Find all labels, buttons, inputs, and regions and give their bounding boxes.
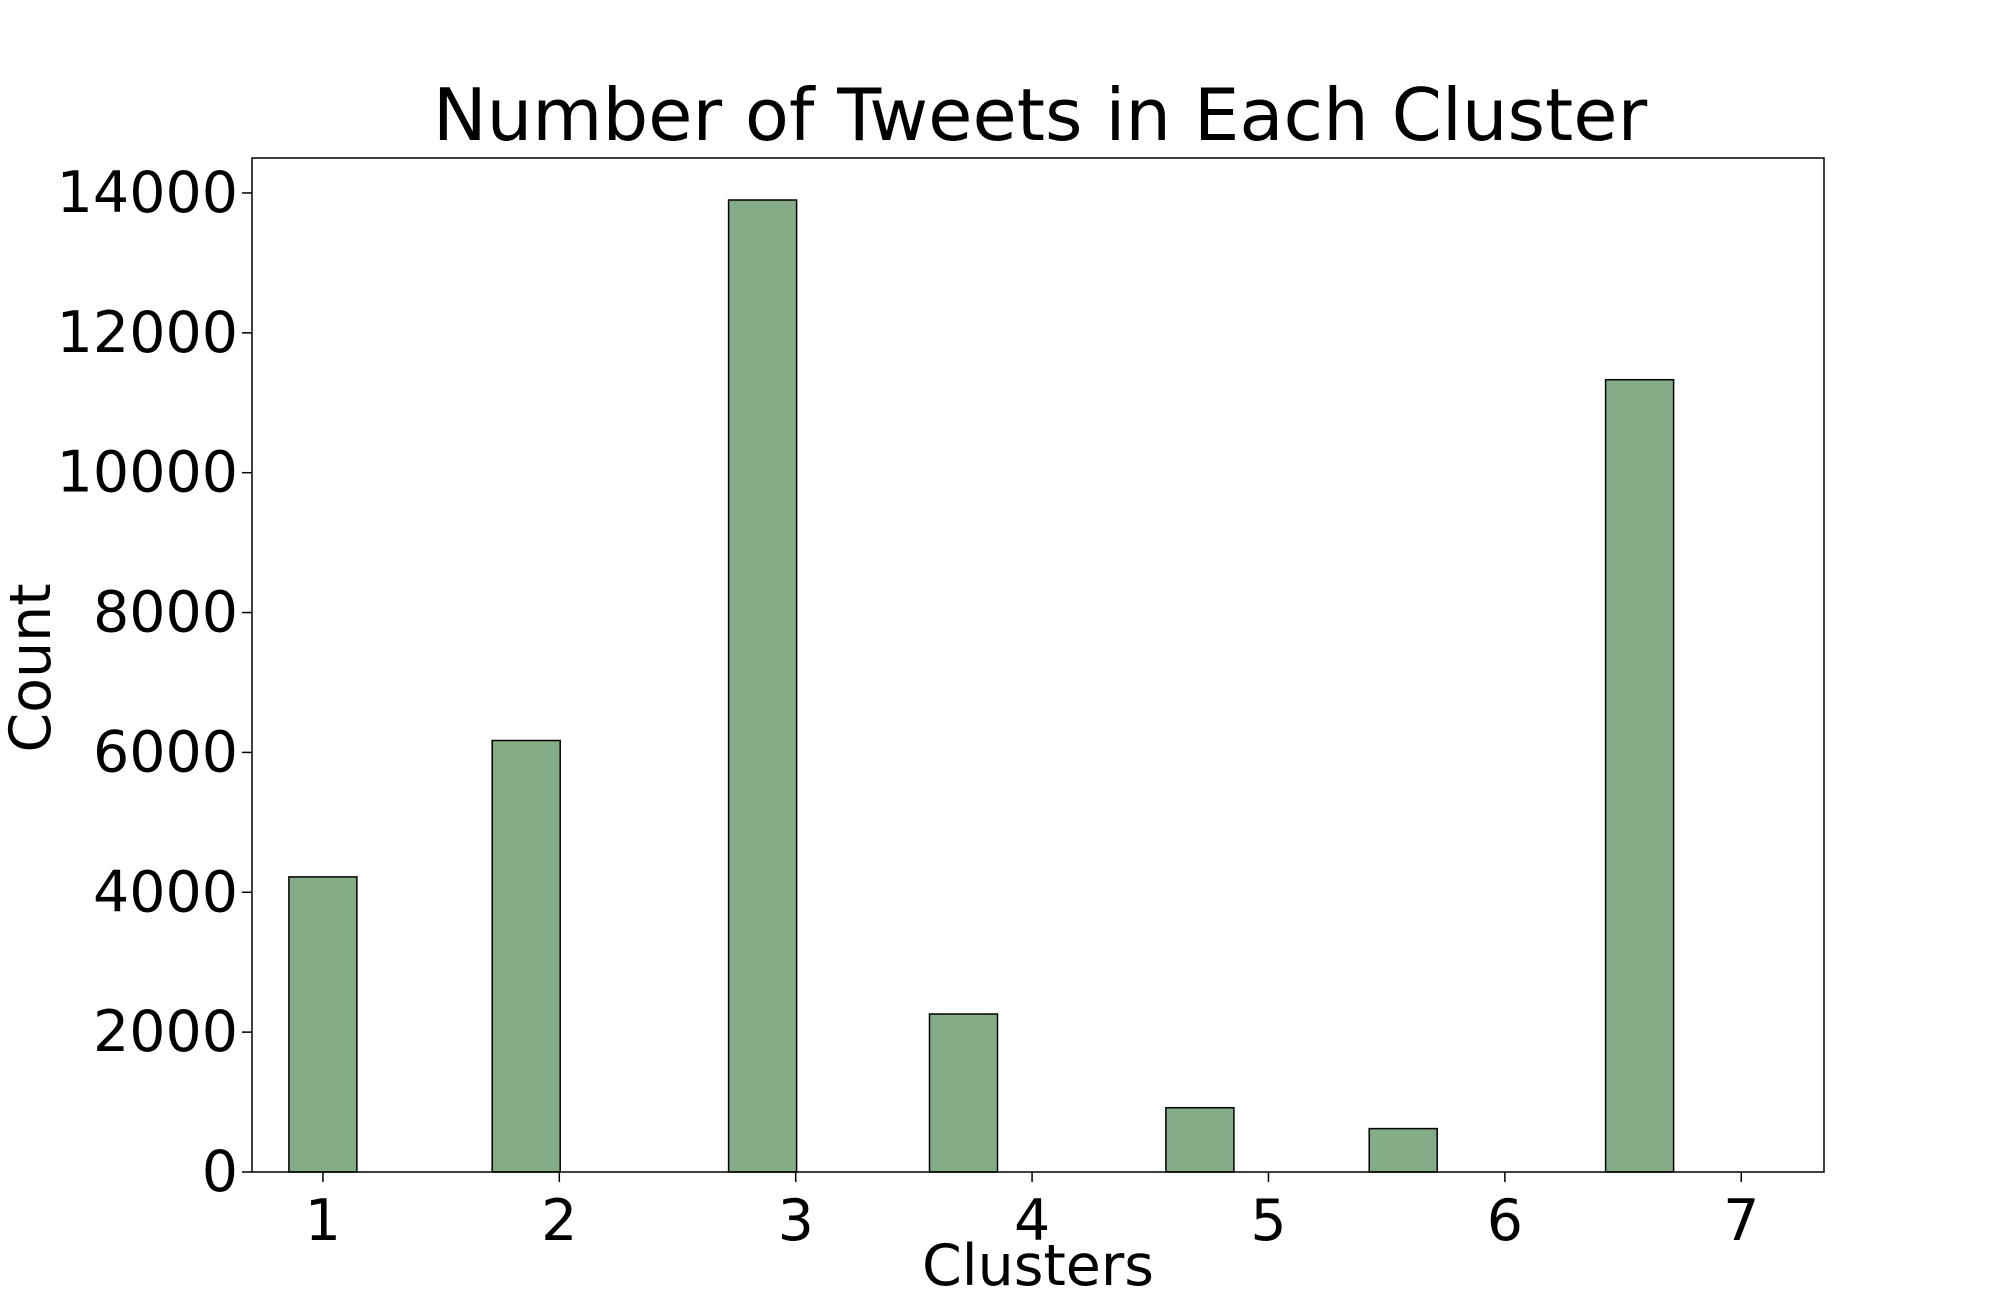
bar-cluster-7 xyxy=(1604,378,1675,1173)
chart-title: Number of Tweets in Each Cluster xyxy=(433,73,1648,157)
bar-cluster-6 xyxy=(1368,1127,1438,1173)
x-tick-label: 6 xyxy=(1487,1188,1523,1254)
x-tick-label: 3 xyxy=(778,1188,814,1254)
bar-cluster-2 xyxy=(491,739,561,1173)
y-tick-label: 6000 xyxy=(93,719,238,785)
y-axis-ticks: 0 2000 4000 6000 8000 10000 12000 14000 xyxy=(57,160,252,1205)
plot-frame xyxy=(251,157,1825,1173)
y-tick-label: 12000 xyxy=(57,300,238,366)
bar-cluster-1 xyxy=(288,876,358,1173)
bar-cluster-3 xyxy=(727,199,798,1173)
x-tick-label: 1 xyxy=(305,1188,341,1254)
y-tick-label: 0 xyxy=(202,1139,238,1205)
x-tick-label: 4 xyxy=(1014,1188,1050,1254)
y-tick-label: 8000 xyxy=(93,580,238,646)
x-axis-label: Clusters xyxy=(922,1233,1154,1299)
x-tick-label: 5 xyxy=(1250,1188,1286,1254)
bars-layer xyxy=(288,199,1675,1173)
bar-cluster-4 xyxy=(928,1013,999,1173)
bar-cluster-5 xyxy=(1165,1106,1235,1173)
y-axis-label: Count xyxy=(0,583,64,752)
y-tick-label: 4000 xyxy=(93,859,238,925)
y-tick-label: 10000 xyxy=(57,440,238,506)
y-tick-label: 2000 xyxy=(93,999,238,1065)
x-tick-label: 2 xyxy=(541,1188,577,1254)
y-tick-label: 14000 xyxy=(57,160,238,226)
x-axis-ticks: 1 2 3 4 5 6 7 xyxy=(305,1172,1759,1254)
x-tick-label: 7 xyxy=(1723,1188,1759,1254)
